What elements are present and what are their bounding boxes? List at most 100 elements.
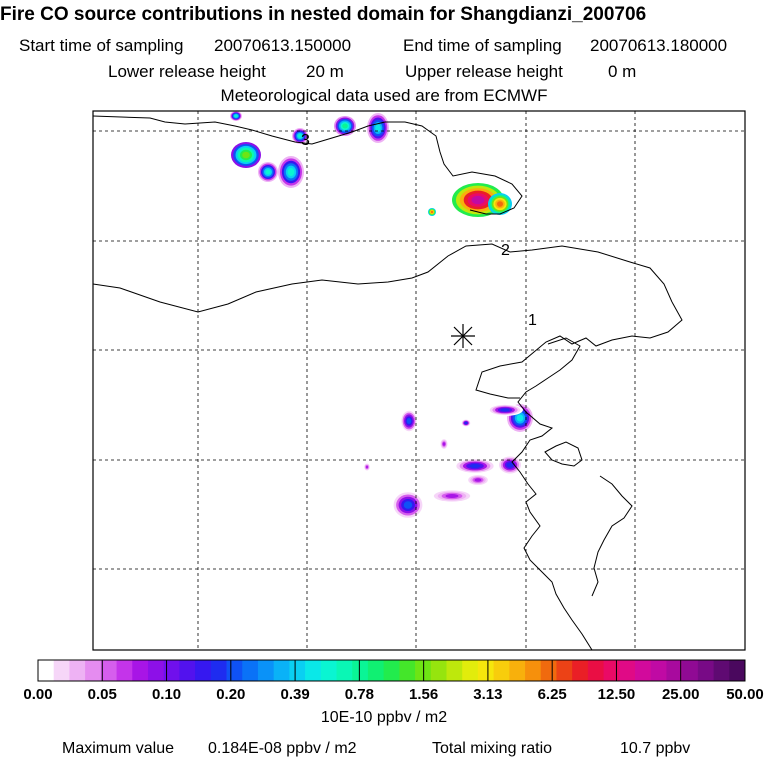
colorbar-segment — [697, 660, 714, 681]
colorbar-segment — [53, 660, 70, 681]
plume-contour — [474, 478, 482, 482]
plume-contour — [464, 422, 468, 424]
colorbar-segment — [540, 660, 557, 681]
plume-contour — [287, 168, 295, 176]
colorbar-segment — [100, 660, 117, 681]
colorbar-segment — [572, 660, 589, 681]
colorbar-segment — [179, 660, 196, 681]
colorbar-tick-label: 50.00 — [726, 686, 764, 703]
trajectory-label-3: 3 — [301, 132, 310, 149]
colorbar-segment — [273, 660, 290, 681]
colorbar-tick-label: 0.39 — [280, 686, 309, 703]
grid-layer — [93, 111, 745, 650]
colorbar-segment — [226, 660, 243, 681]
colorbar-tick-label: 25.00 — [662, 686, 700, 703]
boundary-east — [475, 301, 683, 399]
colorbar-segment — [493, 660, 510, 681]
colorbar-segment — [509, 660, 526, 681]
colorbar-segment — [525, 660, 542, 681]
plume-contour — [516, 414, 524, 422]
start-time-label: Start time of sampling — [19, 36, 184, 55]
met-data-line: Meteorological data used are from ECMWF — [220, 86, 548, 105]
coastline-korea — [591, 475, 633, 597]
plume-contour — [298, 134, 302, 138]
plume-contour — [342, 123, 348, 129]
colorbar-segment — [69, 660, 86, 681]
colorbar-segment — [242, 660, 259, 681]
colorbar-segment — [619, 660, 636, 681]
colorbar-segment — [85, 660, 102, 681]
colorbar-border — [37, 659, 746, 682]
colorbar-segment — [383, 660, 400, 681]
colorbar-tick-label: 0.20 — [216, 686, 245, 703]
plume-contour — [431, 211, 433, 213]
colorbar-segment — [367, 660, 385, 681]
colorbar-segment — [116, 660, 133, 681]
colorbar-segment — [257, 660, 275, 681]
total-mixing-value: 10.7 ppbv — [620, 740, 691, 757]
start-time-value: 20070613.150000 — [214, 36, 352, 55]
colorbar-segment — [289, 660, 306, 681]
colorbar-tick-label: 12.50 — [598, 686, 636, 703]
end-time-label: End time of sampling — [403, 36, 562, 55]
colorbar-segment — [556, 660, 573, 681]
colorbar-tick-label: 3.13 — [473, 686, 502, 703]
map-frame — [92, 110, 746, 651]
coastline-bohai — [511, 337, 593, 650]
plume-contour — [471, 195, 485, 205]
upper-release-label: Upper release height — [405, 62, 563, 81]
colorbar-tick-label: 0.10 — [152, 686, 181, 703]
colorbar-segment — [462, 660, 479, 681]
colorbar-segment — [399, 660, 416, 681]
boundary-west — [93, 243, 673, 313]
upper-release-value: 0 m — [608, 62, 637, 81]
max-value-label: Maximum value — [62, 740, 175, 757]
colorbar-ticks: 0.00 0.05 0.10 0.20 0.39 0.78 1.56 3.13 6.25 12.5… — [23, 660, 764, 703]
colorbar-segment — [210, 660, 227, 681]
plume-contour — [445, 494, 459, 498]
plume-contour — [234, 114, 238, 118]
trajectory-label-1: 1 — [528, 312, 537, 329]
colorbar-segment — [415, 660, 432, 681]
chart-title: Fire CO source contributions in nested d… — [0, 4, 647, 25]
colorbar-segment — [682, 660, 699, 681]
colorbar-segment — [38, 660, 55, 681]
plume-contour — [375, 124, 381, 132]
plume-layer — [230, 111, 533, 520]
colorbar-segment — [635, 660, 652, 681]
plume-contour — [406, 418, 412, 424]
plume-contour — [366, 465, 368, 469]
colorbar-tick-label: 6.25 — [538, 686, 567, 703]
plume-contour — [265, 169, 271, 175]
colorbar-segment — [352, 660, 369, 681]
colorbar-segment — [603, 660, 620, 681]
colorbar-segment — [336, 660, 353, 681]
lower-release-label: Lower release height — [108, 62, 266, 81]
receptor-marker — [451, 324, 475, 348]
plume-contour — [506, 462, 514, 468]
colorbar-segment — [195, 660, 212, 681]
trajectory-label-2: 2 — [501, 242, 510, 259]
colorbar-tick-label: 0.00 — [23, 686, 52, 703]
total-mixing-label: Total mixing ratio — [432, 740, 553, 757]
coastline-north — [93, 115, 523, 215]
plume-contour — [500, 408, 510, 412]
plume-contour — [469, 464, 481, 468]
colorbar-tick-label: 0.78 — [345, 686, 374, 703]
max-value: 0.184E-08 ppbv / m2 — [208, 740, 357, 757]
colorbar-segment — [587, 660, 604, 681]
colorbar-segment — [320, 660, 337, 681]
lower-release-value: 20 m — [306, 62, 344, 81]
colorbar-segment — [729, 660, 746, 681]
colorbar — [37, 659, 746, 682]
colorbar-segment — [132, 660, 149, 681]
colorbar-tick-label: 1.56 — [409, 686, 438, 703]
plume-contour — [442, 442, 446, 446]
plume-contour — [242, 151, 250, 159]
colorbar-segment — [666, 660, 683, 681]
colorbar-tick-label: 0.05 — [88, 686, 117, 703]
coastline-layer — [93, 115, 683, 650]
colorbar-unit: 10E-10 ppbv / m2 — [320, 709, 448, 726]
colorbar-segment — [430, 660, 447, 681]
